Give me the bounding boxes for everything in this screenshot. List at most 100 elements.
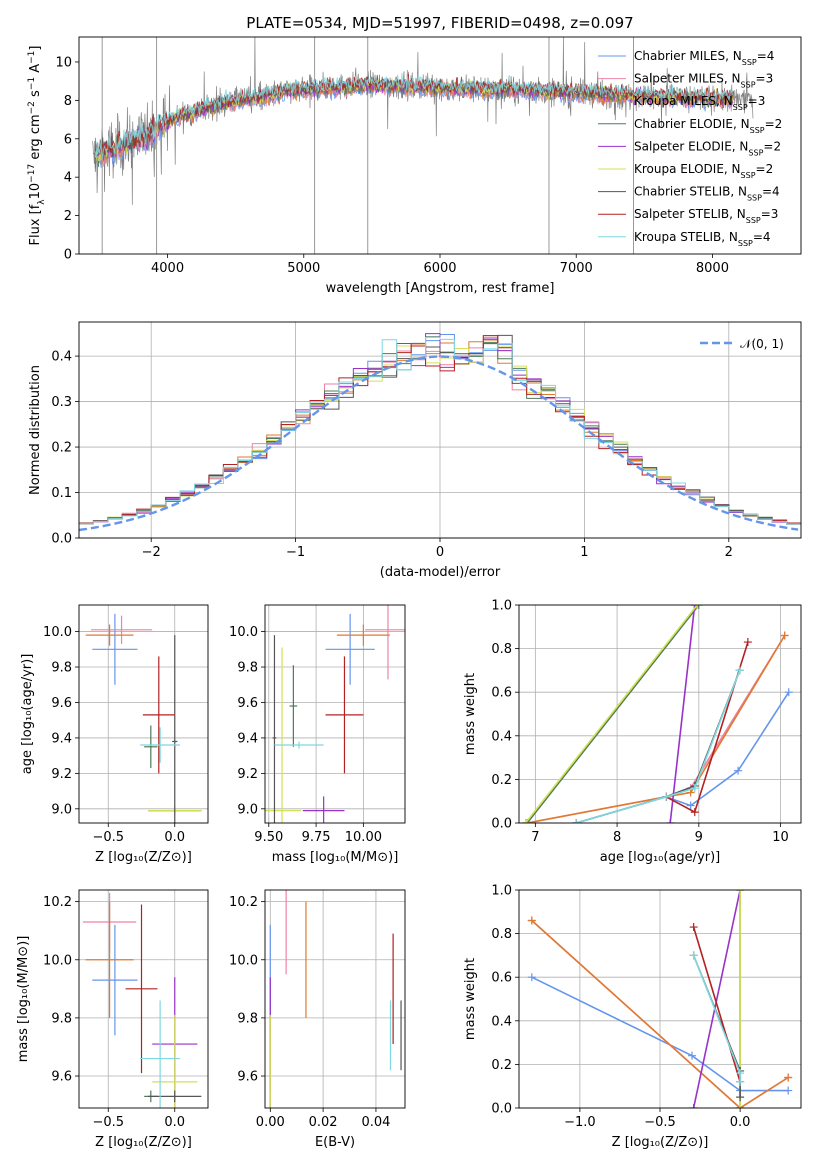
legend-label: Chabrier ELODIE, NSSP=2 [634,117,782,135]
errorbar-point-2 [85,901,134,1018]
y-tick-label: 4 [64,171,72,186]
panel-mass_vs_Z: −0.5 0.0 9.6 9.8 10.0 10.2 Z [log₁₀(Z/Z⊙)] mass… [16,889,209,1150]
y-tick-label: 10.0 [43,953,72,968]
weight-marker [666,819,675,823]
weight-marker [784,1086,793,1095]
y-tick-label: 8 [64,94,72,109]
weight-marker [662,792,671,801]
panel-age_vs_mass: 9.50 9.75 10.00 9.0 9.2 9.4 9.6 9.8 10.0 mass [lo… [229,604,406,865]
y-tick-label: 0.3 [51,395,72,410]
plot-area-spectrum [92,37,754,254]
weight-marker [784,1073,793,1082]
y-axis-label: mass weight [463,958,478,1040]
weight-marker [693,605,702,609]
y-tick-label: 0.0 [51,532,72,547]
axes-frame [518,889,802,1109]
x-tick-label: 8000 [696,261,729,276]
y-tick-label: 0.2 [491,773,512,788]
errorbar-point-7 [142,656,175,774]
y-tick-label: 9.6 [51,696,72,711]
legend-label: Salpeter STELIB, NSSP=3 [634,207,778,225]
axes-frame [264,889,406,1109]
y-tick-label: 1.0 [491,884,512,899]
y-tick-label: 1.0 [491,599,512,614]
y-axis-label: Flux [fλ10−17 erg cm−2 s−1 A−1] [27,46,47,246]
weight-marker [784,688,793,697]
plot-area-age_vs_Z [85,613,202,823]
errorbar-point-6 [172,635,178,823]
weight-marker [734,766,743,775]
errorbar-point-2 [336,624,390,646]
x-tick-label: 8 [613,830,621,845]
weight-line-4 [692,890,741,1108]
x-tick-label: 9 [695,830,703,845]
errorbar-point-8 [274,741,324,749]
y-tick-label: 9.0 [237,802,258,817]
y-axis-label: mass [log₁₀(M/M⊙)] [16,936,31,1063]
legend-label: Salpeter MILES, NSSP=3 [634,72,773,90]
weight-marker [689,923,698,932]
weight-line-2 [531,919,789,1108]
y-axis-label: mass weight [463,673,478,755]
axes-frame [78,36,802,255]
y-tick-label: 0.0 [491,1102,512,1117]
x-tick-label: 0.02 [309,1115,338,1130]
y-tick-label: 2 [64,209,72,224]
errorbar-point-3 [144,725,158,769]
errorbar-point-6 [148,1090,202,1103]
errorbar-point-6 [272,635,277,823]
legend-label: 𝒩(0, 1) [740,337,784,351]
weight-line-5 [524,605,698,823]
weight-line-4 [669,605,696,823]
weight-marker [780,631,789,640]
weight-marker [689,951,698,960]
weight-line-1 [527,635,786,823]
errorbar-point-8 [140,727,181,763]
x-tick-label: −0.5 [644,1115,676,1130]
x-tick-label: 0.0 [164,830,185,845]
y-tick-label: 9.4 [237,731,258,746]
y-tick-label: 0.4 [491,729,512,744]
y-tick-label: 9.6 [237,696,258,711]
y-tick-label: 9.6 [51,1070,72,1085]
panel-residuals: −2 −1 0 1 2 0.0 0.1 0.2 0.3 0.4 (data-model)/error… [28,321,802,580]
weight-marker [686,801,695,810]
plot-area-mass_vs_ebv [269,890,402,1108]
y-tick-label: 10.0 [229,953,258,968]
x-tick-label: 1 [580,545,588,560]
y-tick-label: 0.4 [491,1014,512,1029]
weight-line-8 [575,670,741,823]
x-tick-label: −1 [286,545,305,560]
y-tick-label: 10.2 [43,895,72,910]
legend-label: Chabrier STELIB, NSSP=4 [634,185,780,203]
errorbar-point-3 [289,665,298,747]
errorbar-point-0 [92,924,138,1036]
y-tick-label: 0.8 [491,642,512,657]
y-tick-label: 9.8 [237,1011,258,1026]
panel-weight_vs_Z: −1.0 −0.5 0.0 0.0 0.2 0.4 0.6 0.8 1.0 Z [log₁₀(Z/… [463,884,802,1150]
y-tick-label: 9.2 [51,767,72,782]
weight-marker [736,1077,745,1086]
weight-marker [736,890,745,894]
x-tick-label: 7000 [560,261,593,276]
y-tick-label: 9.8 [237,661,258,676]
errorbar-point-1 [90,615,153,644]
x-tick-label: 0.04 [361,1115,390,1130]
panel-spectrum: 4000 5000 6000 7000 8000 0 2 4 6 8 10 wavelength [A… [27,36,802,296]
weight-marker [689,1104,698,1108]
y-tick-label: 0.0 [491,817,512,832]
x-tick-label: 10.00 [345,830,382,845]
x-tick-label: 9.75 [302,830,331,845]
weight-line-2 [527,635,786,823]
x-tick-label: 0.0 [164,1115,185,1130]
weight-marker [572,819,581,823]
spectrum-legend: Chabrier MILES, NSSP=4 Salpeter MILES, NS… [598,49,782,247]
x-axis-label: Z [log₁₀(Z/Z⊙)] [95,850,192,865]
y-tick-label: 0.4 [51,350,72,365]
y-tick-label: 10 [55,55,72,70]
y-tick-label: 10.0 [229,625,258,640]
weight-line-7 [665,641,749,814]
y-tick-label: 6 [64,132,72,147]
x-tick-label: −0.5 [92,1115,124,1130]
